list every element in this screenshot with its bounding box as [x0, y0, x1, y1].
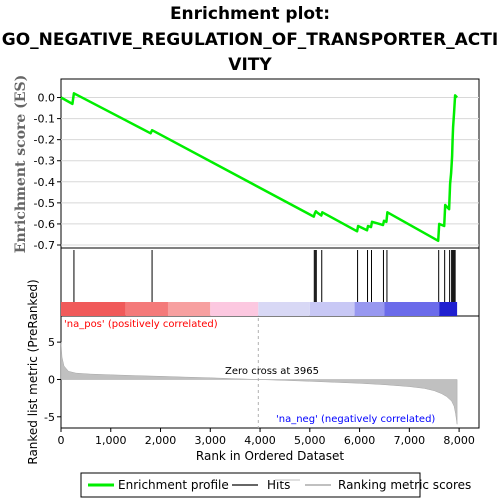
color-bar-segment [384, 302, 440, 316]
es-y-axis-label: Enrichment score (ES) [13, 75, 29, 253]
color-bar-segment [354, 302, 385, 316]
es-panel-frame [60, 78, 480, 249]
plot-title: Enrichment plot: GO_NEGATIVE_REGULATION_… [2, 4, 498, 75]
es-y-tick-label: -0.6 [34, 218, 55, 231]
es-grid [61, 97, 479, 246]
neg-label: 'na_neg' (negatively correlated) [276, 414, 435, 425]
x-tick-label: 5,000 [294, 434, 326, 447]
title-line-1: Enrichment plot: [170, 4, 330, 24]
color-bar-segment [309, 302, 355, 316]
es-y-tick-label: 0.0 [38, 92, 56, 105]
x-ticks: 0 1,000 2,000 3,000 4,000 5,000 6,000 7,000 8,00… [58, 428, 475, 447]
es-line-layer [60, 92, 459, 243]
es-y-tick-label: -0.4 [34, 176, 55, 189]
x-tick-label: 2,000 [145, 434, 177, 447]
es-y-tick-label: -0.7 [34, 239, 55, 252]
ranking-y-ticks: 5 0 -5 [44, 336, 61, 424]
ranking-y-tick-label: 0 [48, 373, 55, 386]
x-tick-label: 3,000 [195, 434, 227, 447]
x-tick-label: 4,000 [244, 434, 276, 447]
legend-hits-label: Hits [267, 478, 290, 492]
color-bar-segment [210, 302, 259, 316]
x-tick-label: 0 [58, 434, 65, 447]
ranking-y-tick-label: 5 [48, 336, 55, 349]
color-bar-segment [125, 302, 168, 316]
legend: Enrichment profile Hits Ranking metric s… [80, 472, 471, 498]
ranking-metric-area [60, 342, 458, 425]
legend-enrichment-label: Enrichment profile [118, 478, 229, 492]
es-y-tick-label: -0.3 [34, 155, 55, 168]
x-tick-label: 1,000 [95, 434, 127, 447]
legend-ranking-label: Ranking metric scores [338, 478, 471, 492]
title-line-2: GO_NEGATIVE_REGULATION_OF_TRANSPORTER_AC… [2, 30, 498, 50]
hits-layer [73, 250, 456, 302]
pos-label: 'na_pos' (positively correlated) [64, 319, 218, 330]
es-y-tick-label: -0.5 [34, 197, 55, 210]
x-tick-label: 6,000 [344, 434, 376, 447]
x-tick-label: 8,000 [443, 434, 475, 447]
title-line-3: VITY [228, 55, 272, 75]
x-axis-label: Rank in Ordered Dataset [196, 449, 344, 463]
es-y-tick-label: -0.1 [34, 113, 55, 126]
color-bar-segment [258, 302, 310, 316]
x-tick-label: 7,000 [394, 434, 426, 447]
color-bar [61, 302, 458, 316]
es-y-tick-label: -0.2 [34, 134, 55, 147]
color-bar-segment [167, 302, 211, 316]
ranking-metric-layer [60, 318, 458, 428]
enrichment-profile-line [60, 92, 459, 243]
color-bar-segment [439, 302, 458, 316]
ranking-y-tick-label: -5 [44, 411, 55, 424]
es-y-ticks: 0.0 -0.1 -0.2 -0.3 -0.4 -0.5 -0.6 -0.7 [34, 92, 61, 252]
ranking-y-axis-label: Ranked list metric (PreRanked) [26, 279, 40, 464]
zero-cross-label: Zero cross at 3965 [225, 366, 319, 377]
color-bar-segment [61, 302, 126, 316]
